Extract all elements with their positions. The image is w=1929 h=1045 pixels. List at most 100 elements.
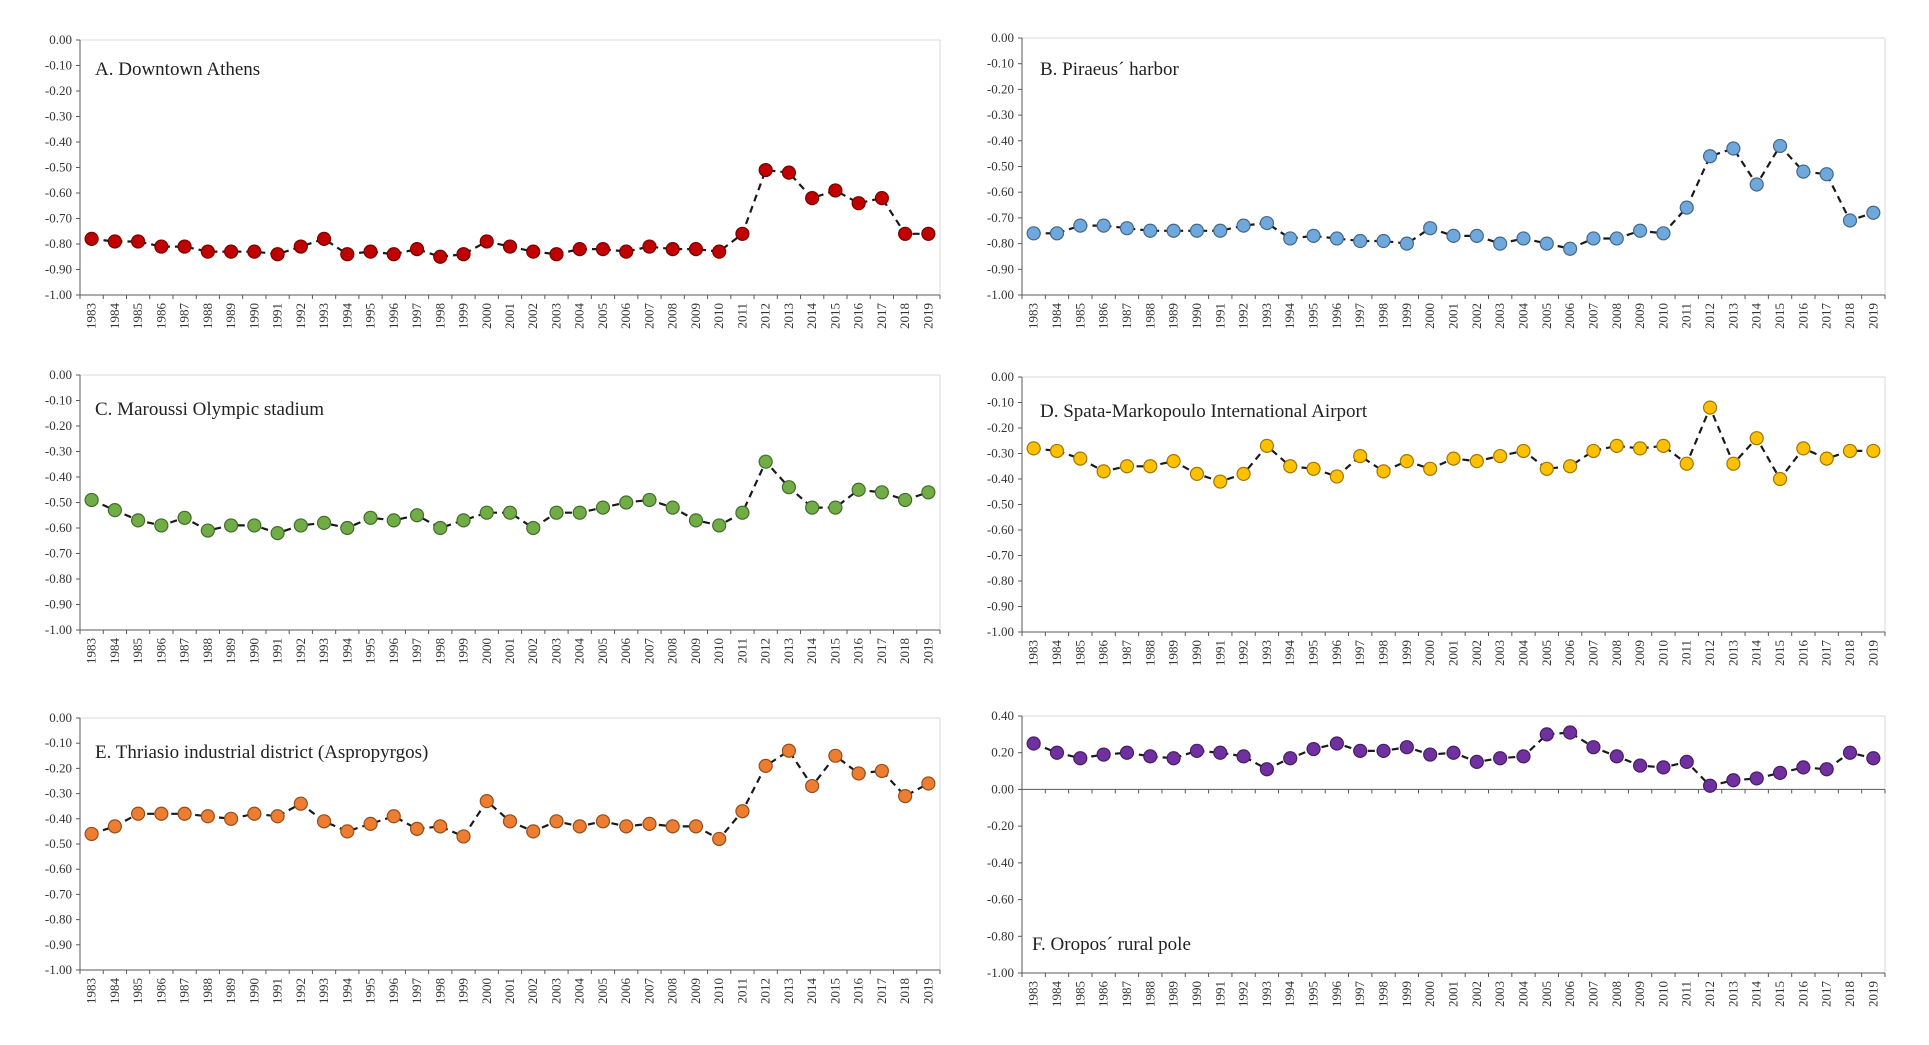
data-point bbox=[712, 831, 727, 847]
x-tick-label: 1999 bbox=[1399, 981, 1414, 1007]
y-tick-label: -0.50 bbox=[987, 497, 1014, 512]
x-tick-label: 2003 bbox=[548, 303, 563, 329]
data-point bbox=[177, 239, 192, 254]
x-tick-label: 1983 bbox=[84, 638, 99, 664]
data-point bbox=[1283, 751, 1298, 766]
y-tick-label: -0.20 bbox=[987, 420, 1014, 435]
data-point bbox=[1772, 138, 1788, 154]
data-point bbox=[1796, 760, 1811, 775]
x-tick-label: 1983 bbox=[1026, 303, 1041, 329]
x-tick-label: 1994 bbox=[339, 303, 354, 330]
y-tick-label: -0.20 bbox=[987, 818, 1014, 833]
x-tick-label: 1996 bbox=[386, 638, 401, 665]
x-tick-label: 1993 bbox=[1259, 303, 1274, 329]
x-tick-label: 2018 bbox=[897, 303, 912, 329]
chart-title: B. Piraeus´ harbor bbox=[1040, 59, 1179, 80]
x-tick-label: 1995 bbox=[1306, 981, 1321, 1007]
y-tick-label: -0.40 bbox=[45, 134, 72, 149]
y-tick-label: -0.60 bbox=[45, 861, 72, 876]
data-point bbox=[1679, 754, 1694, 769]
x-tick-label: 1983 bbox=[1026, 640, 1041, 666]
y-tick-label: -0.30 bbox=[987, 107, 1014, 122]
data-point bbox=[316, 231, 332, 246]
data-point bbox=[828, 183, 843, 198]
x-tick-label: 1993 bbox=[1259, 640, 1274, 666]
data-point bbox=[293, 518, 308, 533]
x-tick-label: 1986 bbox=[153, 303, 168, 330]
x-tick-label: 1998 bbox=[432, 978, 447, 1004]
y-tick-label: -1.00 bbox=[987, 287, 1014, 302]
x-tick-label: 1991 bbox=[270, 638, 285, 664]
y-tick-label: -0.20 bbox=[45, 418, 72, 433]
data-point bbox=[293, 239, 308, 254]
x-tick-label: 2012 bbox=[758, 638, 773, 664]
data-point bbox=[1493, 751, 1508, 766]
chart-panel-d: 0.00 -0.10 -0.20 -0.30 -0.40 -0.50 -0.60 -0.70 -… bbox=[960, 355, 1929, 685]
x-tick-label: 2013 bbox=[1725, 303, 1740, 329]
data-point bbox=[1119, 459, 1135, 474]
data-point bbox=[1329, 736, 1344, 751]
data-point bbox=[1329, 231, 1344, 246]
x-tick-label: 1986 bbox=[1096, 981, 1111, 1008]
data-point bbox=[1049, 226, 1065, 241]
data-point bbox=[223, 244, 239, 259]
x-tick-label: 2011 bbox=[1679, 303, 1694, 329]
x-tick-label: 2001 bbox=[502, 638, 517, 664]
data-point bbox=[1259, 438, 1275, 453]
data-point bbox=[1446, 228, 1461, 243]
y-tick-label: 0.00 bbox=[49, 367, 72, 382]
x-tick-label: 1992 bbox=[293, 303, 308, 329]
data-point bbox=[154, 518, 169, 533]
data-point bbox=[1516, 231, 1531, 246]
x-tick-label: 1994 bbox=[1282, 303, 1297, 330]
x-tick-label: 2009 bbox=[1632, 303, 1647, 329]
data-point bbox=[642, 816, 657, 831]
data-point bbox=[200, 523, 215, 538]
x-tick-label: 1996 bbox=[386, 303, 401, 330]
data-point bbox=[107, 503, 122, 518]
chart-panel-f: 0.40 0.20 0.00 -0.20 -0.40 -0.60 -0.80 -1.00 198… bbox=[960, 700, 1929, 1045]
data-point bbox=[1772, 765, 1788, 781]
x-tick-label: 2012 bbox=[758, 303, 773, 329]
data-point bbox=[1283, 459, 1298, 474]
x-tick-label: 1995 bbox=[363, 303, 378, 329]
data-point bbox=[479, 794, 494, 809]
x-tick-label: 2009 bbox=[688, 978, 703, 1004]
x-tick-label: 2016 bbox=[1795, 981, 1810, 1008]
data-point bbox=[735, 804, 750, 819]
x-tick-label: 1989 bbox=[1166, 640, 1181, 666]
x-tick-label: 1997 bbox=[1352, 640, 1367, 667]
x-tick-label: 2018 bbox=[1842, 303, 1857, 329]
data-point bbox=[851, 482, 866, 497]
x-tick-label: 2010 bbox=[1655, 640, 1670, 666]
x-tick-label: 2004 bbox=[1515, 303, 1530, 330]
x-tick-label: 2017 bbox=[874, 303, 889, 330]
data-point bbox=[758, 162, 773, 178]
data-point bbox=[1656, 760, 1671, 775]
data-point bbox=[1259, 762, 1275, 777]
x-tick-label: 2016 bbox=[851, 638, 866, 665]
x-tick-label: 2003 bbox=[548, 638, 563, 664]
data-point bbox=[828, 748, 843, 763]
x-tick-label: 1994 bbox=[1282, 640, 1297, 667]
y-tick-label: -0.40 bbox=[987, 855, 1014, 870]
data-point bbox=[479, 505, 494, 520]
x-tick-label: 1987 bbox=[1119, 303, 1134, 330]
x-tick-label: 1987 bbox=[177, 978, 192, 1005]
y-tick-label: -0.70 bbox=[45, 211, 72, 226]
data-point bbox=[1516, 749, 1531, 764]
x-tick-label: 1988 bbox=[1142, 981, 1157, 1007]
x-tick-label: 2012 bbox=[758, 978, 773, 1004]
data-point bbox=[1073, 218, 1088, 233]
data-point bbox=[1796, 441, 1811, 456]
data-point bbox=[1049, 443, 1065, 459]
data-point bbox=[549, 505, 564, 520]
y-tick-label: -0.80 bbox=[45, 571, 72, 586]
y-tick-label: -1.00 bbox=[45, 622, 72, 637]
x-tick-label: 1998 bbox=[1376, 303, 1391, 329]
x-tick-label: 2007 bbox=[1585, 981, 1600, 1008]
chart-title: C. Maroussi Olympic stadium bbox=[95, 399, 324, 420]
x-tick-label: 2013 bbox=[781, 638, 796, 664]
x-tick-label: 2002 bbox=[525, 978, 540, 1004]
x-tick-label: 1988 bbox=[200, 638, 215, 664]
